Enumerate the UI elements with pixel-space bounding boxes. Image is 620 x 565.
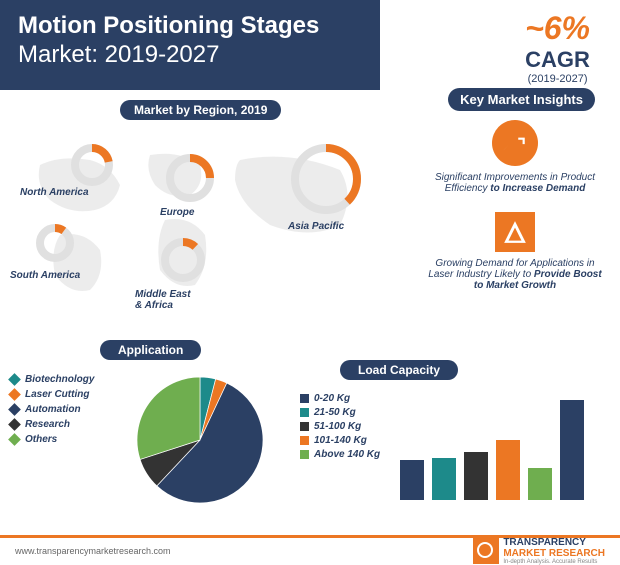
insight-item: Growing Demand for Applications in Laser…	[425, 212, 605, 291]
region-donut	[70, 143, 114, 187]
bar	[528, 468, 552, 500]
region-label: Asia Pacific	[288, 221, 344, 232]
bar-chart	[400, 390, 584, 500]
cagr-label: CAGR	[525, 47, 590, 73]
header-banner: Motion Positioning Stages Market: 2019-2…	[0, 0, 380, 90]
legend-item: 0-20 Kg	[300, 393, 400, 404]
footer-url: www.transparencymarketresearch.com	[15, 546, 171, 556]
bar	[560, 400, 584, 500]
application-chart: Biotechnology Laser Cutting Automation Rese…	[10, 370, 300, 520]
logo-text: TRANSPARENCY MARKET RESEARCH In-depth An…	[503, 537, 605, 565]
legend-item: Biotechnology	[10, 374, 130, 385]
insights-panel: Significant Improvements in Product Effi…	[425, 120, 605, 309]
cagr-years: (2019-2027)	[525, 73, 590, 85]
bar	[464, 452, 488, 500]
insight-text: Significant Improvements in Product Effi…	[425, 172, 605, 194]
region-donut	[290, 143, 362, 215]
pie-chart	[130, 370, 270, 510]
logo-icon	[473, 538, 499, 564]
region-label: Europe	[160, 207, 194, 218]
region-header: Market by Region, 2019	[120, 100, 281, 120]
insight-item: Significant Improvements in Product Effi…	[425, 120, 605, 194]
region-donut	[35, 223, 75, 263]
region-donut	[160, 237, 206, 283]
legend-item: Above 140 Kg	[300, 449, 400, 460]
logo: TRANSPARENCY MARKET RESEARCH In-depth An…	[473, 537, 605, 565]
cagr-stat: ~6% CAGR (2019-2027)	[525, 10, 590, 85]
legend-item: Others	[10, 434, 130, 445]
legend-item: 21-50 Kg	[300, 407, 400, 418]
region-map: North America Europe Asia Pacific South …	[10, 125, 390, 325]
legend-item: Laser Cutting	[10, 389, 130, 400]
insights-header: Key Market Insights	[448, 88, 595, 111]
cagr-value: ~6%	[525, 10, 590, 47]
footer: www.transparencymarketresearch.com TRANS…	[0, 535, 620, 563]
legend-item: 101-140 Kg	[300, 435, 400, 446]
region-donut	[165, 153, 215, 203]
legend-item: Automation	[10, 404, 130, 415]
growth-icon	[492, 120, 538, 166]
load-legend: 0-20 Kg 21-50 Kg 51-100 Kg 101-140 Kg Above …	[300, 390, 400, 520]
bar	[432, 458, 456, 500]
bar	[400, 460, 424, 500]
main-title: Motion Positioning Stages Market: 2019-2…	[18, 12, 362, 70]
region-label: Middle East& Africa	[135, 289, 191, 311]
region-label: South America	[10, 270, 80, 281]
application-header: Application	[100, 340, 201, 360]
insight-text: Growing Demand for Applications in Laser…	[425, 258, 605, 291]
alert-icon	[495, 212, 535, 252]
region-label: North America	[20, 187, 89, 198]
legend-item: 51-100 Kg	[300, 421, 400, 432]
pie-legend: Biotechnology Laser Cutting Automation Rese…	[10, 370, 130, 520]
legend-item: Research	[10, 419, 130, 430]
bar	[496, 440, 520, 500]
load-header: Load Capacity	[340, 360, 458, 380]
load-chart: 0-20 Kg 21-50 Kg 51-100 Kg 101-140 Kg Above …	[300, 390, 600, 520]
